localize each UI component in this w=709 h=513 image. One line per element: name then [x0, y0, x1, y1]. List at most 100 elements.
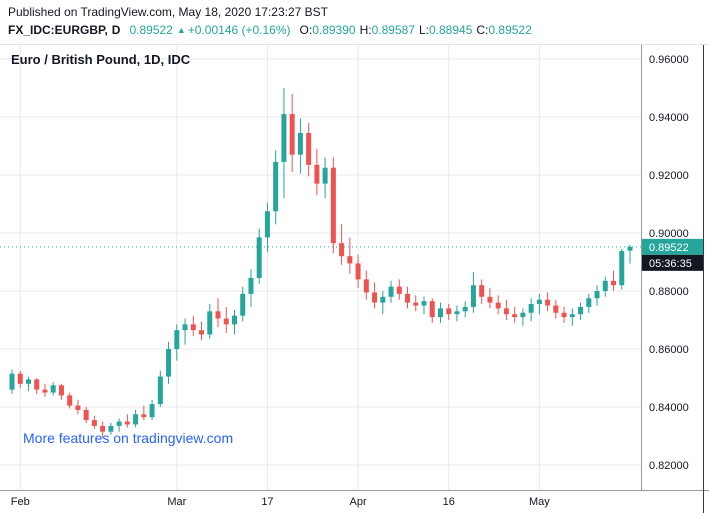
candle-body	[166, 349, 172, 377]
candle-body	[413, 302, 419, 306]
candle-body	[9, 373, 15, 390]
candle-body	[495, 302, 501, 309]
time-axis-label: 17	[261, 496, 273, 508]
candle-body	[487, 296, 493, 303]
candle-body	[306, 132, 312, 165]
candle-body	[240, 293, 246, 316]
candle-body	[297, 132, 303, 155]
candle-body	[470, 285, 476, 307]
candle-body	[602, 280, 608, 291]
price-axis-label: 0.86000	[649, 344, 689, 356]
candle-body	[108, 425, 114, 432]
candle-body	[248, 277, 254, 294]
price-axis-label: 0.94000	[649, 112, 689, 124]
time-axis-label: Feb	[11, 496, 30, 508]
ohlc-open: O:0.89390	[300, 23, 356, 37]
candle-body	[215, 311, 221, 319]
interval-label: D	[111, 23, 121, 37]
candle-body	[429, 301, 435, 318]
candle-body	[372, 292, 378, 303]
close-label: C:	[476, 23, 489, 37]
candle-body	[520, 312, 526, 318]
candle-body	[174, 330, 180, 350]
price-axis-label: 0.82000	[649, 460, 689, 472]
candle-body	[553, 305, 559, 313]
candle-body	[347, 256, 353, 264]
low-value: 0.88945	[429, 23, 473, 37]
candle-body	[190, 324, 196, 331]
candle-body	[124, 421, 130, 425]
price-badge	[642, 238, 703, 255]
candle-body	[34, 379, 40, 390]
price-axis-label: 0.90000	[649, 228, 689, 240]
candle-body	[322, 167, 328, 184]
high-value: 0.89587	[371, 23, 415, 37]
candle-body	[545, 299, 551, 306]
price-axis-label: 0.92000	[649, 170, 689, 182]
candle-body	[256, 237, 262, 278]
candle-body	[611, 280, 617, 286]
candle-body	[619, 250, 625, 286]
candle-body	[116, 421, 122, 426]
price-axis-label: 0.96000	[649, 54, 689, 66]
countdown-badge	[642, 254, 703, 271]
candle-body	[314, 164, 320, 184]
candle-body	[330, 167, 336, 244]
candle-body	[561, 312, 567, 318]
countdown-badge-text: 05:36:35	[649, 258, 692, 270]
low-label: L:	[418, 23, 429, 37]
candle-body	[281, 114, 287, 162]
candle-body	[199, 330, 205, 335]
candle-body	[339, 243, 345, 257]
candle-body	[83, 409, 89, 421]
candle-body	[594, 290, 600, 299]
time-axis-label: Mar	[167, 496, 186, 508]
candle-body	[528, 304, 534, 313]
ohlc-high: H:0.89587	[360, 23, 415, 37]
candle-body	[223, 318, 229, 325]
symbol-name: FX_IDC:EURGBP,	[8, 23, 108, 37]
candle-body	[446, 308, 452, 315]
candle-body	[75, 405, 81, 410]
price-change: +0.00146 (+0.16%)	[187, 23, 291, 37]
time-axis-label: 16	[443, 496, 455, 508]
candle-body	[512, 314, 518, 318]
candle-body	[380, 296, 386, 303]
candle-body	[141, 414, 147, 418]
price-badge-text: 0.89522	[649, 242, 689, 254]
candle-body	[421, 301, 427, 306]
price-axis-label: 0.84000	[649, 402, 689, 414]
candle-body	[396, 286, 402, 294]
high-label: H:	[359, 23, 372, 37]
candle-body	[25, 379, 31, 384]
candle-body	[503, 308, 509, 315]
candle-body	[264, 211, 270, 238]
candle-body	[462, 306, 468, 312]
candle-body	[454, 311, 460, 315]
candle-body	[627, 246, 633, 251]
candle-body	[17, 373, 23, 384]
candle-body	[50, 385, 56, 393]
candle-body	[231, 315, 237, 325]
candle-body	[437, 308, 443, 318]
watermark-link[interactable]: More features on tradingview.com	[23, 430, 234, 446]
candle-body	[100, 425, 106, 432]
time-axis-label: Apr	[350, 496, 367, 508]
candle-body	[273, 161, 279, 212]
time-axis-label: May	[529, 496, 550, 508]
candle-body	[42, 389, 48, 393]
candle-body	[133, 414, 139, 425]
open-label: O:	[299, 23, 313, 37]
candle-body	[157, 376, 163, 405]
candle-body	[479, 285, 485, 297]
candle-body	[67, 395, 73, 406]
candle-body	[536, 299, 542, 305]
close-value: 0.89522	[488, 23, 532, 37]
price-axis-label: 0.88000	[649, 286, 689, 298]
candle-body	[578, 306, 584, 315]
candle-body	[207, 311, 213, 335]
ohlc-low: L:0.88945	[419, 23, 472, 37]
candle-body	[363, 279, 369, 293]
change-up-arrow-icon: ▲	[176, 25, 186, 35]
